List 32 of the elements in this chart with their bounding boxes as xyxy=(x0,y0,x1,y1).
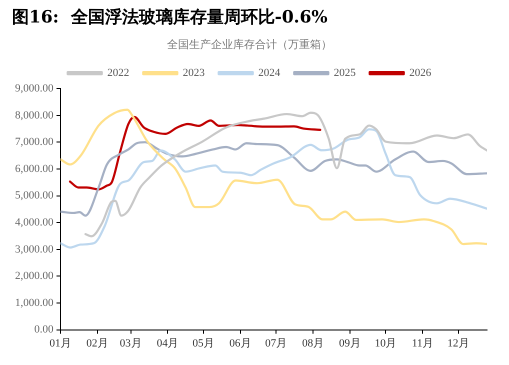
line-series xyxy=(68,116,322,190)
x-tick-label: 03月 xyxy=(120,337,142,350)
x-tick-label: 02月 xyxy=(86,337,108,350)
y-tick-label: 7,000.00 xyxy=(15,136,54,148)
y-tick-label: 4,000.00 xyxy=(15,216,54,228)
x-tick-label: 06月 xyxy=(229,337,252,350)
x-tick-label: 05月 xyxy=(192,337,214,350)
x-tick-label: 11月 xyxy=(412,337,434,350)
x-tick-label: 09月 xyxy=(338,337,361,350)
legend-label: 2026 xyxy=(409,66,432,79)
y-tick-label: 1,000.00 xyxy=(15,296,54,309)
chart-subtitle: 全国生产企业库存合计（万重箱） xyxy=(167,38,332,51)
x-tick-label: 07月 xyxy=(265,337,288,350)
y-tick-label: 3,000.00 xyxy=(15,243,54,256)
legend-label: 2022 xyxy=(107,66,130,79)
y-tick-label: 8,000.00 xyxy=(15,109,54,122)
chart-title: 图16: 全国浮法玻璃库存量周环比-0.6% xyxy=(12,8,328,28)
x-tick-label: 01月 xyxy=(50,337,72,350)
line-series xyxy=(60,141,487,217)
legend-label: 2024 xyxy=(258,66,281,79)
x-tick-label: 12月 xyxy=(447,337,470,350)
y-tick-label: 9,000.00 xyxy=(15,82,54,94)
y-tick-label: 0.00 xyxy=(34,324,54,336)
y-tick-label: 2,000.00 xyxy=(15,270,54,282)
legend-label: 2025 xyxy=(334,66,356,79)
x-tick-label: 08月 xyxy=(302,337,324,350)
x-tick-label: 04月 xyxy=(156,337,179,350)
x-tick-label: 10月 xyxy=(374,337,397,350)
legend-label: 2023 xyxy=(182,66,206,79)
y-tick-label: 6,000.00 xyxy=(15,162,54,175)
y-tick-label: 5,000.00 xyxy=(15,190,54,202)
line-series xyxy=(60,128,487,249)
